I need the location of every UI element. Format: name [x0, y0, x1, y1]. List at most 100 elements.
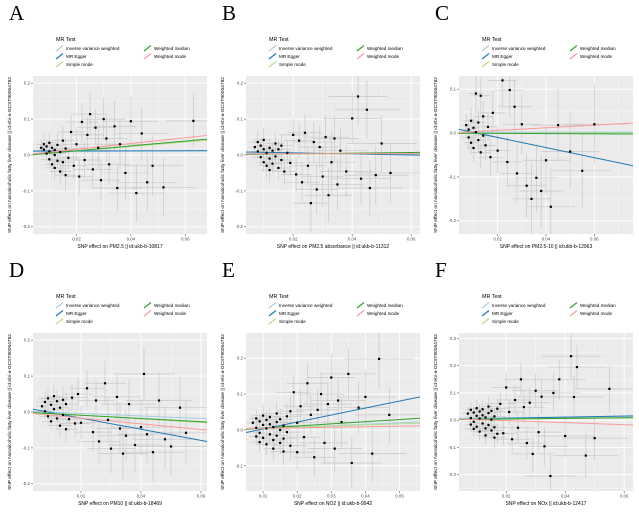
y-tick-label: 0.0	[24, 409, 31, 414]
legend-label: Weighted mode	[367, 54, 400, 59]
x-tick-label: 0.06	[197, 494, 206, 499]
mr-scatter-plot-pm2.5-10: 0.02 0.04 0.06 -0.2 -0.1 0.0 0.1 SNP effect on …	[433, 37, 633, 250]
error-bars	[36, 348, 207, 482]
x-tick-label: 0.06	[181, 237, 190, 242]
legend-label: Simple mode	[66, 319, 93, 324]
panel-e: E 0.01 0.02 0.03 0.04 0.05 -0.1 0.0 0.1 0.2 SNP e…	[213, 257, 426, 514]
y-tick-label: 0.1	[24, 373, 31, 378]
legend-label: Inverse variance weighted	[66, 46, 120, 51]
legend-title: MR Test	[269, 294, 289, 300]
panel-letter-d: D	[9, 258, 25, 282]
y-tick-label: -0.1	[448, 174, 456, 179]
y-tick-label: 0.2	[237, 81, 244, 86]
y-tick-label: -0.2	[22, 224, 30, 229]
x-tick-label: 0.02	[293, 494, 302, 499]
y-tick-label: -0.1	[235, 463, 243, 468]
legend-key-line	[143, 310, 152, 317]
legend: MR Test Inverse variance weighted MR Egger…	[268, 294, 403, 325]
legend-key-line	[481, 61, 490, 68]
y-tick-label: 0.1	[450, 87, 457, 92]
legend-label: MR Egger	[492, 54, 513, 59]
legend-key-line	[569, 310, 578, 317]
y-tick-label: 0.1	[237, 116, 244, 121]
y-tick-label: 0.2	[24, 81, 31, 86]
legend-key-line	[481, 45, 490, 52]
legend-key-line	[356, 45, 365, 52]
legend: MR Test Inverse variance weighted MR Egger…	[481, 37, 616, 68]
trend-line	[33, 410, 207, 420]
y-tick-label: -0.2	[448, 218, 456, 223]
legend-label: Weighted median	[154, 303, 190, 308]
trend-line	[246, 396, 420, 434]
trend-lines	[459, 415, 633, 426]
trend-line	[459, 418, 633, 426]
y-axis-label: SNP effect on Nonalcoholic fatty liver d…	[220, 76, 225, 233]
legend-label: Weighted median	[154, 46, 190, 51]
y-tick-label: 0.1	[450, 390, 457, 395]
legend-key-line	[55, 61, 64, 68]
mr-scatter-plot-no2: 0.01 0.02 0.03 0.04 0.05 -0.1 0.0 0.1 0.2 SNP eff…	[220, 294, 420, 507]
x-axis-label: SNP effect on NO2 || id:ukb-b-9942	[294, 501, 373, 507]
legend-label: Inverse variance weighted	[492, 46, 546, 51]
legend-label: MR Egger	[279, 311, 300, 316]
y-tick-label: -0.1	[448, 445, 456, 450]
legend-key-line	[569, 45, 578, 52]
scatter-points	[40, 112, 195, 195]
legend-label: Weighted median	[580, 303, 616, 308]
legend-key-line	[268, 61, 277, 68]
y-tick-label: -0.1	[235, 188, 243, 193]
panel-letter-a: A	[9, 1, 25, 25]
x-axis-label: SNP effect on PM2.5 || id:ukb-b-10817	[77, 244, 162, 250]
legend-key-line	[356, 310, 365, 317]
scatter-points	[465, 79, 596, 208]
mr-scatter-plot-nox: 0.02 0.04 0.06 -0.2 -0.1 0.0 0.1 0.2 0.3 SNP effe…	[433, 294, 633, 507]
legend-label: Simple mode	[492, 319, 519, 324]
axes: 0.01 0.02 0.03 0.04 0.05 -0.1 0.0 0.1 0.2 SNP eff…	[220, 333, 404, 507]
legend: MR Test Inverse variance weighted MR Egger…	[268, 37, 403, 68]
x-tick-label: 0.02	[502, 494, 511, 499]
scatter-points	[40, 372, 188, 455]
y-tick-label: 0.1	[24, 116, 31, 121]
x-tick-label: 0.02	[289, 237, 298, 242]
y-axis-label: SNP effect on Nonalcoholic fatty liver d…	[7, 333, 12, 490]
x-tick-label: 0.06	[407, 237, 416, 242]
legend-key-line	[268, 53, 277, 60]
legend-key-line	[268, 302, 277, 309]
legend-label: Weighted mode	[367, 311, 400, 316]
legend-label: MR Egger	[279, 54, 300, 59]
legend-key-line	[481, 53, 490, 60]
legend-title: MR Test	[56, 37, 76, 43]
y-axis-label: SNP effect on Nonalcoholic fatty liver d…	[220, 333, 225, 490]
y-tick-label: -0.2	[22, 481, 30, 486]
legend-label: MR Egger	[66, 54, 87, 59]
legend-label: Simple mode	[492, 62, 519, 67]
y-axis-label: SNP effect on Nonalcoholic fatty liver d…	[7, 76, 12, 233]
y-tick-label: 0.0	[450, 418, 457, 423]
panel-c: C 0.02 0.04 0.06 -0.2 -0.1 0.0 0.1 SNP effect o…	[426, 0, 639, 257]
legend-label: Inverse variance weighted	[66, 303, 120, 308]
legend-label: Weighted mode	[580, 54, 613, 59]
trend-line	[33, 138, 207, 156]
legend-title: MR Test	[482, 294, 502, 300]
y-tick-label: -0.1	[22, 445, 30, 450]
axes: 0.02 0.04 0.06 -0.2 -0.1 0.0 0.1 0.2 0.3 SNP effe…	[433, 333, 629, 507]
x-tick-label: 0.04	[127, 237, 136, 242]
trend-line	[246, 425, 420, 430]
panel-letter-e: E	[222, 258, 235, 282]
y-tick-label: 0.1	[237, 391, 244, 396]
mr-scatter-plot-pm2.5-absorbance: 0.02 0.04 0.06 -0.2 -0.1 0.0 0.1 0.2 SNP effect …	[220, 37, 420, 250]
legend-key-line	[569, 302, 578, 309]
x-tick-label: 0.04	[348, 237, 357, 242]
x-tick-label: 0.05	[395, 494, 404, 499]
legend-key-line	[481, 310, 490, 317]
trend-lines	[246, 151, 420, 156]
x-axis-label: SNP effect on PM10 || id:ukb-b-18469	[78, 501, 162, 507]
trend-line	[246, 417, 420, 430]
x-axis-label: SNP effect on PM2.5 absorbance || id:ukb…	[277, 244, 390, 250]
legend-key-line	[55, 45, 64, 52]
legend-key-line	[481, 302, 490, 309]
legend-key-line	[55, 310, 64, 317]
mr-scatter-plot-pm2.5: 0.02 0.04 0.06 -0.2 -0.1 0.0 0.1 0.2 SNP effect …	[7, 37, 207, 250]
y-tick-label: 0.2	[450, 363, 457, 368]
